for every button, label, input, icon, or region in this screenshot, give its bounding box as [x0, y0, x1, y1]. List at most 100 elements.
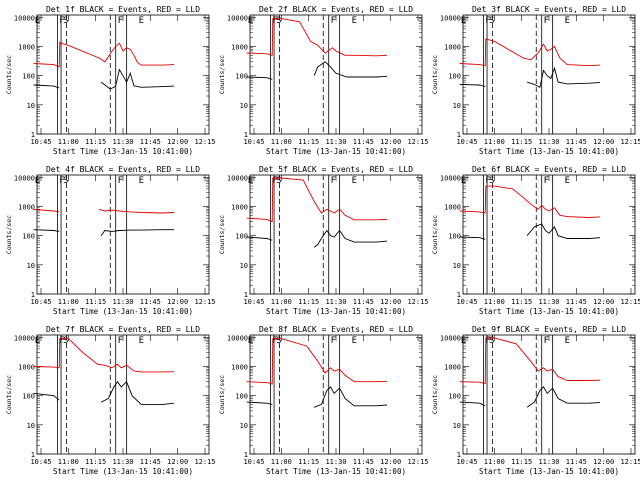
- y-axis-label: Counts/sec: [5, 215, 13, 254]
- region-label: E: [248, 16, 253, 26]
- y-axis-label: Counts/sec: [218, 55, 226, 94]
- x-tick-label: 12:15: [194, 138, 215, 146]
- x-tick-label: 12:15: [620, 298, 640, 306]
- x-tick-label: 11:15: [85, 298, 106, 306]
- x-tick-label: 12:00: [380, 298, 401, 306]
- x-tick-label: 10:45: [243, 458, 264, 466]
- region-label: E: [461, 176, 466, 186]
- series-line-lld: [246, 338, 388, 385]
- x-tick-label: 10:45: [456, 458, 477, 466]
- plot-frame: [36, 334, 210, 455]
- x-tick-label: 11:45: [140, 298, 161, 306]
- region-label: E: [35, 336, 40, 346]
- y-tick-label: 100: [448, 73, 461, 81]
- y-tick-label: 100: [235, 233, 248, 241]
- region-label: E: [352, 336, 357, 346]
- region-label: S: [489, 16, 494, 26]
- chart-title: Det 9f BLACK = Events, RED = LLD: [472, 325, 626, 334]
- chart-title: Det 5f BLACK = Events, RED = LLD: [259, 165, 413, 174]
- region-label: F: [331, 176, 336, 186]
- x-tick-label: 11:45: [566, 138, 587, 146]
- y-axis-label: Counts/sec: [431, 215, 439, 254]
- y-tick-label: 1: [31, 291, 35, 299]
- x-tick-label: 12:15: [194, 458, 215, 466]
- chart-title: Det 1f BLACK = Events, RED = LLD: [46, 5, 200, 14]
- region-label: F: [118, 16, 123, 26]
- x-tick-label: 11:00: [484, 458, 505, 466]
- region-label: F: [272, 16, 277, 26]
- x-axis-label: Start Time (13-Jan-15 10:41:00): [266, 307, 406, 316]
- region-label: S: [63, 16, 68, 26]
- y-tick-label: 1000: [231, 203, 248, 211]
- series-line-events: [33, 68, 175, 90]
- series-line-events: [33, 229, 174, 236]
- x-tick-label: 11:30: [112, 458, 133, 466]
- chart-title: Det 3f BLACK = Events, RED = LLD: [472, 5, 626, 14]
- x-tick-label: 11:00: [271, 458, 292, 466]
- x-tick-label: 12:00: [167, 458, 188, 466]
- series-line-lld: [246, 177, 388, 223]
- chart-title: Det 4f BLACK = Events, RED = LLD: [46, 165, 200, 174]
- y-tick-label: 10: [240, 422, 248, 430]
- region-label: F: [331, 336, 336, 346]
- x-tick-label: 11:30: [538, 298, 559, 306]
- x-tick-label: 12:00: [167, 298, 188, 306]
- x-tick-label: 12:00: [167, 138, 188, 146]
- chart-panel-6: Det 6f BLACK = Events, RED = LLD 1 10 100 10…: [431, 165, 640, 316]
- region-label: E: [565, 176, 570, 186]
- x-tick-label: 11:00: [271, 298, 292, 306]
- x-tick-label: 12:00: [380, 458, 401, 466]
- x-tick-label: 11:30: [538, 138, 559, 146]
- x-tick-label: 12:15: [407, 138, 428, 146]
- x-tick-label: 11:00: [58, 298, 79, 306]
- region-label: F: [544, 336, 549, 346]
- region-label: F: [485, 16, 490, 26]
- y-tick-label: 100: [22, 233, 35, 241]
- y-tick-label: 10: [27, 422, 35, 430]
- x-tick-label: 11:30: [112, 298, 133, 306]
- series-line-events: [459, 223, 601, 240]
- series-line-events: [459, 386, 601, 408]
- chart-panel-8: Det 8f BLACK = Events, RED = LLD 1 10 100 10…: [218, 325, 429, 476]
- region-label: F: [118, 336, 123, 346]
- chart-title: Det 7f BLACK = Events, RED = LLD: [46, 325, 200, 334]
- y-axis-label: Counts/sec: [431, 55, 439, 94]
- x-tick-label: 12:00: [380, 138, 401, 146]
- x-axis-label: Start Time (13-Jan-15 10:41:00): [479, 467, 619, 476]
- y-axis-label: Counts/sec: [218, 215, 226, 254]
- plot-frame: [249, 14, 423, 135]
- y-tick-label: 1000: [444, 203, 461, 211]
- x-tick-label: 11:45: [140, 138, 161, 146]
- y-tick-label: 1000: [18, 363, 35, 371]
- x-tick-label: 10:45: [243, 138, 264, 146]
- region-label: F: [59, 16, 64, 26]
- x-tick-label: 11:45: [566, 298, 587, 306]
- series-line-lld: [33, 208, 175, 214]
- series-line-events: [33, 380, 175, 405]
- plot-frame: [36, 174, 210, 295]
- x-tick-label: 11:15: [511, 138, 532, 146]
- x-axis-label: Start Time (13-Jan-15 10:41:00): [266, 147, 406, 156]
- region-label: F: [485, 176, 490, 186]
- chart-panel-3: Det 3f BLACK = Events, RED = LLD 1 10 100 10…: [431, 5, 640, 156]
- x-axis-label: Start Time (13-Jan-15 10:41:00): [53, 147, 193, 156]
- x-axis-label: Start Time (13-Jan-15 10:41:00): [266, 467, 406, 476]
- region-label: E: [139, 16, 144, 26]
- chart-title: Det 6f BLACK = Events, RED = LLD: [472, 165, 626, 174]
- chart-title: Det 8f BLACK = Events, RED = LLD: [259, 325, 413, 334]
- y-tick-label: 10: [240, 262, 248, 270]
- chart-panel-9: Det 9f BLACK = Events, RED = LLD 1 10 100 10…: [431, 325, 640, 476]
- x-tick-label: 12:15: [620, 458, 640, 466]
- y-axis-label: Counts/sec: [431, 375, 439, 414]
- x-tick-label: 11:15: [298, 298, 319, 306]
- x-tick-label: 11:00: [484, 138, 505, 146]
- x-tick-label: 11:45: [353, 458, 374, 466]
- y-tick-label: 10: [453, 422, 461, 430]
- plot-frame: [462, 14, 636, 135]
- x-tick-label: 12:00: [593, 298, 614, 306]
- x-tick-label: 11:30: [325, 298, 346, 306]
- x-tick-label: 11:30: [325, 458, 346, 466]
- region-label: E: [352, 16, 357, 26]
- y-tick-label: 100: [22, 73, 35, 81]
